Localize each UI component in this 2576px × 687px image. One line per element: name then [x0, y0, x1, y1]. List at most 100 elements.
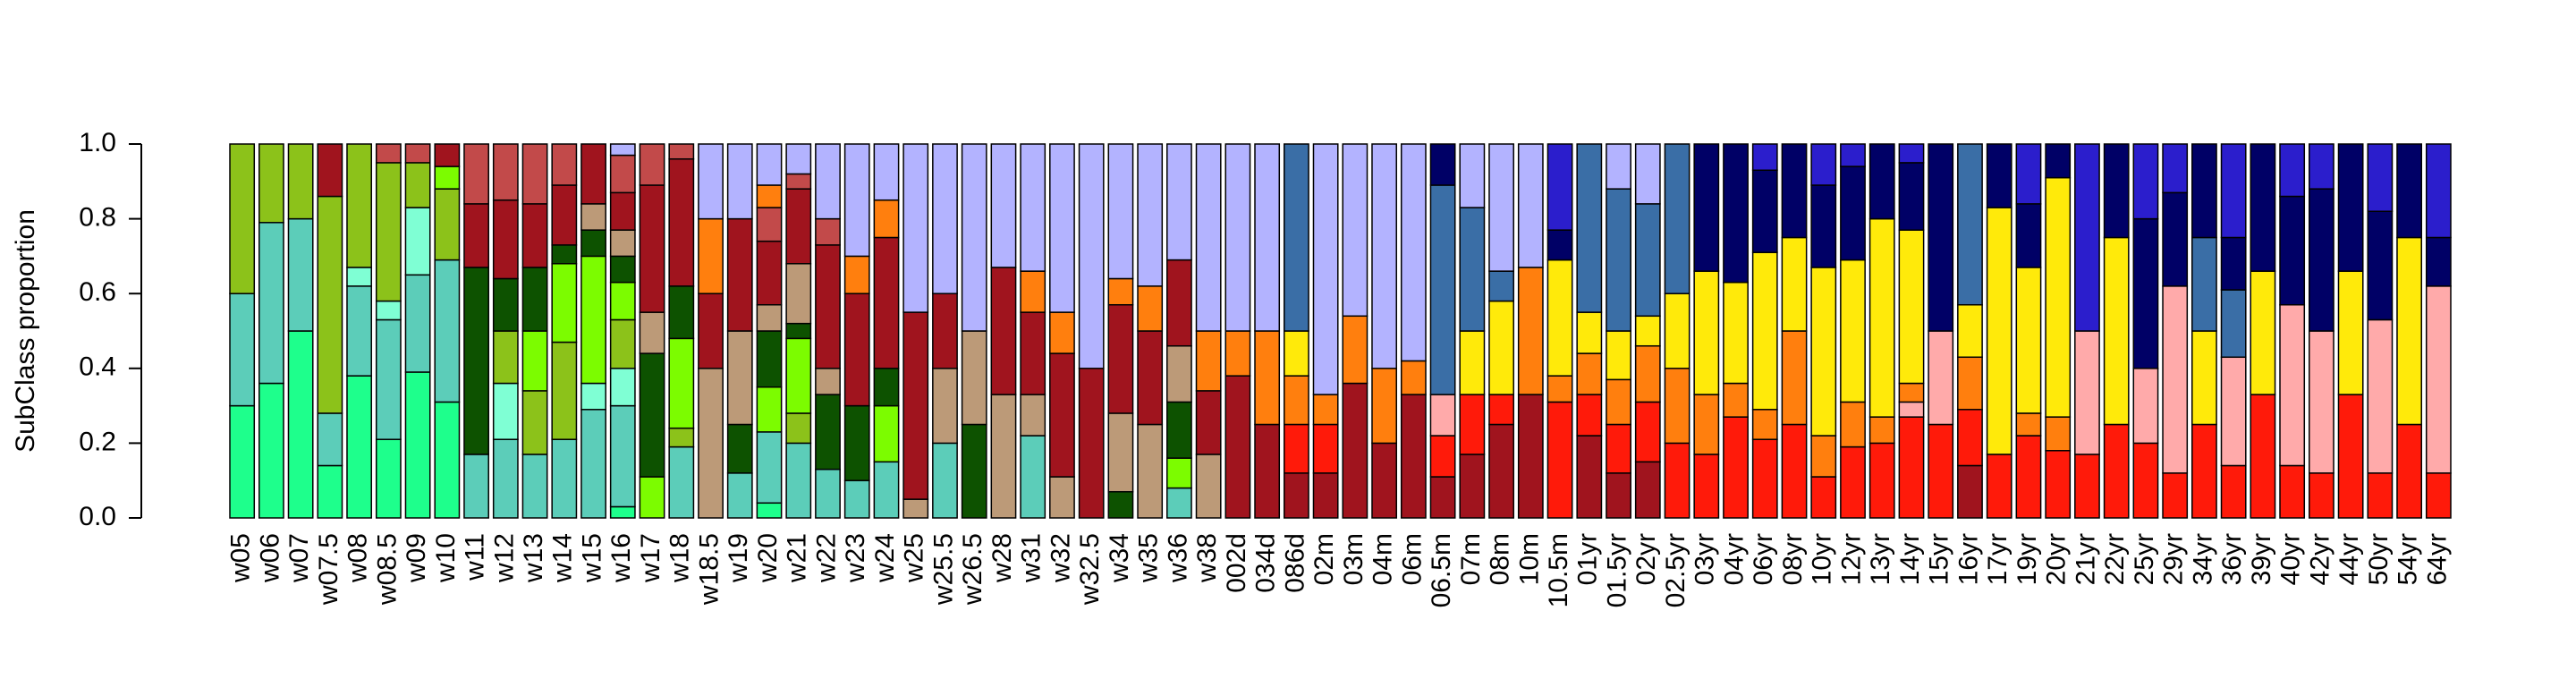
y-tick-label: 0.6 [79, 277, 116, 307]
x-tick-label: 10m [1514, 533, 1544, 585]
x-tick-label: 01yr [1573, 533, 1603, 585]
x-tick-label: 36yr [2217, 533, 2247, 585]
bar-segment [1107, 303, 1134, 414]
bar-segment [287, 330, 314, 519]
x-tick-label: 04m [1368, 533, 1398, 585]
bar-segment [2045, 450, 2072, 519]
bar-segment [1517, 143, 1544, 268]
bar-segment [580, 382, 606, 411]
bar-segment [1283, 375, 1309, 426]
bar-segment [2103, 143, 2130, 239]
bar-segment [756, 184, 783, 208]
bar-segment [2074, 330, 2100, 455]
bar-segment [1459, 454, 1486, 519]
bar-segment [1840, 401, 1866, 448]
bar-segment [815, 394, 841, 471]
x-tick-label: 20yr [2042, 533, 2072, 585]
bar-segment [521, 267, 548, 332]
bar-segment [639, 184, 665, 313]
bar-segment [2308, 143, 2334, 190]
y-tick-label: 0.2 [79, 427, 116, 456]
x-tick-label: 10yr [1808, 533, 1837, 585]
bar-segment [2396, 143, 2423, 239]
bar-segment [1576, 352, 1603, 395]
bar-segment [1195, 454, 1222, 519]
bar-segment [639, 143, 665, 186]
bar-segment [1957, 143, 1983, 306]
bar-segment [1723, 143, 1749, 284]
bar-segment [843, 143, 870, 258]
bar-segment [346, 375, 373, 519]
bar-segment [1606, 423, 1631, 474]
bar-segment [2425, 285, 2452, 474]
bar-segment [815, 217, 841, 246]
bar-segment [1107, 143, 1134, 280]
bar-segment [1634, 203, 1661, 318]
bar-segment [609, 229, 636, 258]
bar-segment [2220, 143, 2247, 239]
bar-segment [1781, 236, 1808, 332]
bar-segment [1020, 311, 1046, 395]
bar-segment [580, 143, 606, 205]
bar-segment [785, 412, 812, 445]
bar-segment [2015, 267, 2042, 414]
bar-segment [990, 143, 1017, 268]
x-tick-label: w34 [1105, 533, 1134, 583]
bar-segment [1049, 476, 1075, 519]
bar-segment [2074, 143, 2100, 332]
bar-segment [873, 236, 900, 369]
bar-segment [551, 341, 578, 440]
bar-segment [756, 431, 783, 505]
x-tick-label: w15 [577, 533, 606, 583]
bar-segment [932, 442, 958, 519]
bar-segment [404, 371, 431, 519]
x-tick-label: w23 [841, 533, 870, 583]
bar-segment [843, 293, 870, 407]
x-tick-label: 04yr [1719, 533, 1749, 585]
x-tick-label: w24 [870, 533, 900, 583]
bar-segment [1693, 143, 1720, 272]
bar-segment [492, 143, 519, 201]
bar-segment [346, 267, 373, 287]
bar-segment [580, 203, 606, 231]
bar-segment [317, 143, 343, 198]
bar-segment [1429, 435, 1456, 478]
bar-segment [756, 207, 783, 242]
x-tick-label: w13 [519, 533, 548, 583]
bar-segment [287, 217, 314, 332]
bar-segment [1546, 401, 1573, 519]
x-tick-label: 19yr [2012, 533, 2042, 585]
bar-segment [668, 337, 695, 429]
bar-segment [698, 217, 724, 294]
bar-segment [1546, 229, 1573, 261]
bar-segment [756, 143, 783, 186]
bar-segment [1020, 143, 1046, 272]
bar-segment [1898, 382, 1925, 403]
bar-segment [521, 390, 548, 455]
bar-segment [1488, 394, 1514, 426]
x-tick-label: 17yr [1983, 533, 2012, 585]
x-tick-label: 40yr [2276, 533, 2306, 585]
bar-segment [1723, 416, 1749, 519]
x-tick-label: w28 [987, 533, 1017, 583]
x-tick-label: 06.5m [1427, 533, 1456, 607]
bar-segment [2132, 368, 2159, 445]
bar-segment [1137, 285, 1164, 332]
bar-segment [2132, 217, 2159, 369]
x-tick-label: w11 [461, 533, 490, 581]
bar-segment [756, 386, 783, 433]
bar-segment [1634, 461, 1661, 519]
x-tick-label: w16 [606, 533, 636, 583]
bar-segment [492, 330, 519, 385]
bar-segment [1957, 356, 1983, 411]
x-tick-label: w20 [753, 533, 783, 583]
bar-segment [346, 143, 373, 268]
bar-segment [815, 468, 841, 519]
bar-segment [1283, 423, 1309, 474]
bar-segment [2308, 472, 2334, 519]
bar-segment [1400, 360, 1427, 395]
x-tick-label: 13yr [1866, 533, 1895, 585]
bar-segment [990, 394, 1017, 519]
bar-segment [1459, 394, 1486, 455]
bar-segment [698, 293, 724, 369]
